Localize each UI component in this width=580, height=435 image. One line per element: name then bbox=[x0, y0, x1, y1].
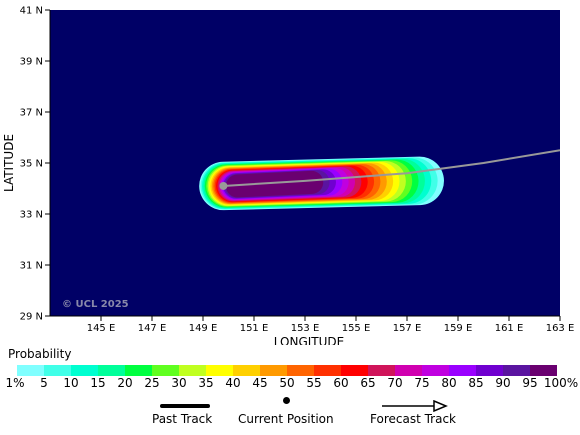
legend-label: 1% bbox=[5, 376, 25, 390]
y-tick-label: 33 N bbox=[20, 210, 43, 221]
past-track-line-icon bbox=[160, 404, 210, 408]
legend-label: 90 bbox=[495, 376, 511, 390]
x-tick-label: 153 E bbox=[291, 323, 320, 334]
legend-swatch bbox=[287, 365, 314, 376]
legend-label: 60 bbox=[333, 376, 349, 390]
legend-swatch bbox=[260, 365, 287, 376]
y-tick-label: 29 N bbox=[20, 312, 43, 323]
axes: 29 N 31 N 33 N 35 N 37 N 39 N 41 N 145 E 147 E 14… bbox=[20, 6, 575, 335]
probability-map: 29 N 31 N 33 N 35 N 37 N 39 N 41 N 145 E 147 E 14… bbox=[2, 6, 575, 346]
current-position-dot-icon bbox=[283, 397, 290, 404]
x-axis-title: LONGITUDE bbox=[274, 335, 344, 345]
legend-label: 10 bbox=[63, 376, 79, 390]
y-tick-label: 31 N bbox=[20, 261, 43, 272]
legend-label: 25 bbox=[144, 376, 160, 390]
legend-label: 85 bbox=[468, 376, 484, 390]
x-tick-label: 149 E bbox=[189, 323, 218, 334]
x-tick-label: 147 E bbox=[138, 323, 167, 334]
probability-swath bbox=[199, 156, 444, 211]
legend-labels: 1% 5 10 15 20 25 30 35 40 45 50 55 60 65 70 75 80 85 90 95 1… bbox=[0, 376, 580, 392]
copyright-text: © UCL 2025 bbox=[62, 299, 129, 310]
y-tick-label: 41 N bbox=[20, 6, 43, 17]
forecast-track-key: Forecast Track bbox=[370, 398, 470, 428]
legend-swatch bbox=[530, 365, 557, 376]
current-position-label: Current Position bbox=[238, 412, 334, 426]
legend-title: Probability bbox=[8, 347, 72, 361]
y-tick-label: 39 N bbox=[20, 57, 43, 68]
forecast-track-line bbox=[223, 149, 560, 187]
legend-label: 30 bbox=[171, 376, 187, 390]
probability-contour bbox=[225, 170, 324, 198]
legend-label: 70 bbox=[387, 376, 403, 390]
legend-swatch bbox=[233, 365, 260, 376]
legend-label: 35 bbox=[198, 376, 214, 390]
forecast-track-label: Forecast Track bbox=[370, 412, 456, 426]
legend-swatch bbox=[314, 365, 341, 376]
legend-swatch bbox=[341, 365, 368, 376]
forecast-arrow-icon bbox=[382, 400, 448, 412]
legend-label: 55 bbox=[306, 376, 322, 390]
legend-label: 20 bbox=[117, 376, 133, 390]
legend-label: 100% bbox=[543, 376, 579, 390]
legend-swatch bbox=[503, 365, 530, 376]
x-tick-label: 159 E bbox=[444, 323, 473, 334]
legend-swatch bbox=[71, 365, 98, 376]
legend-swatch bbox=[476, 365, 503, 376]
legend-label: 95 bbox=[522, 376, 538, 390]
past-track-label: Past Track bbox=[152, 412, 213, 426]
legend-label: 65 bbox=[360, 376, 376, 390]
legend-label: 5 bbox=[40, 376, 48, 390]
legend-swatch bbox=[179, 365, 206, 376]
legend-swatch bbox=[98, 365, 125, 376]
past-track-key: Past Track bbox=[150, 398, 230, 428]
legend-label: 50 bbox=[279, 376, 295, 390]
legend-label: 75 bbox=[414, 376, 430, 390]
current-position-marker bbox=[219, 181, 228, 190]
legend-swatch bbox=[422, 365, 449, 376]
x-tick-label: 163 E bbox=[546, 323, 575, 334]
x-tick-label: 161 E bbox=[495, 323, 524, 334]
legend-label: 80 bbox=[441, 376, 457, 390]
x-tick-label: 145 E bbox=[87, 323, 116, 334]
legend-swatch bbox=[17, 365, 44, 376]
x-tick-label: 151 E bbox=[240, 323, 269, 334]
legend-color-bar bbox=[17, 365, 557, 376]
legend-swatch bbox=[449, 365, 476, 376]
legend-label: 45 bbox=[252, 376, 268, 390]
legend-swatch bbox=[206, 365, 233, 376]
x-tick-label: 155 E bbox=[342, 323, 371, 334]
legend-swatch bbox=[395, 365, 422, 376]
y-tick-label: 35 N bbox=[20, 159, 43, 170]
legend-swatch bbox=[125, 365, 152, 376]
legend-swatch bbox=[368, 365, 395, 376]
x-tick-label: 157 E bbox=[393, 323, 422, 334]
forecast-track-layer bbox=[219, 149, 560, 190]
y-tick-label: 37 N bbox=[20, 108, 43, 119]
legend-swatch bbox=[44, 365, 71, 376]
legend-swatch bbox=[152, 365, 179, 376]
y-axis-title: LATITUDE bbox=[2, 134, 16, 192]
legend-label: 40 bbox=[225, 376, 241, 390]
current-position-key: Current Position bbox=[238, 397, 348, 428]
legend-label: 15 bbox=[90, 376, 106, 390]
